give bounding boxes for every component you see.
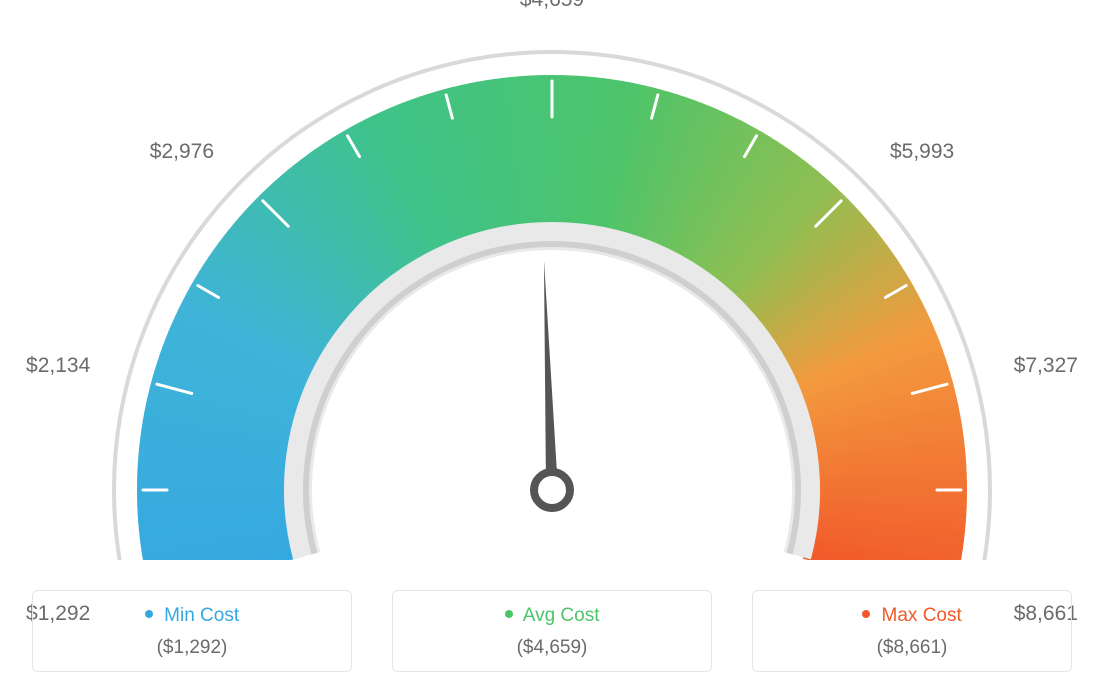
legend-title-max: Max Cost: [763, 605, 1061, 627]
gauge-tick-label: $2,976: [150, 140, 214, 164]
gauge-tick-label: $5,993: [890, 140, 954, 164]
legend-title-avg: Avg Cost: [403, 605, 701, 627]
legend-card-avg: Avg Cost ($4,659): [392, 590, 712, 672]
legend-card-min: Min Cost ($1,292): [32, 590, 352, 672]
legend-value-max: ($8,661): [763, 637, 1061, 659]
legend-title-min: Min Cost: [43, 605, 341, 627]
dot-icon-min: [145, 610, 153, 618]
legend-card-max: Max Cost ($8,661): [752, 590, 1072, 672]
dot-icon-avg: [505, 610, 513, 618]
gauge-chart-container: $1,292$2,134$2,976$4,659$5,993$7,327$8,6…: [0, 0, 1104, 690]
gauge-tick-label: $7,327: [1014, 354, 1078, 378]
legend-title-min-text: Min Cost: [164, 605, 239, 626]
legend-value-avg: ($4,659): [403, 637, 701, 659]
legend-row: Min Cost ($1,292) Avg Cost ($4,659) Max …: [0, 590, 1104, 672]
gauge-tick-label: $2,134: [26, 354, 90, 378]
dot-icon-max: [862, 610, 870, 618]
gauge-tick-label: $4,659: [520, 0, 584, 12]
legend-title-max-text: Max Cost: [882, 605, 962, 626]
gauge-svg: [0, 0, 1104, 560]
gauge-area: $1,292$2,134$2,976$4,659$5,993$7,327$8,6…: [0, 0, 1104, 550]
legend-title-avg-text: Avg Cost: [523, 605, 600, 626]
legend-value-min: ($1,292): [43, 637, 341, 659]
